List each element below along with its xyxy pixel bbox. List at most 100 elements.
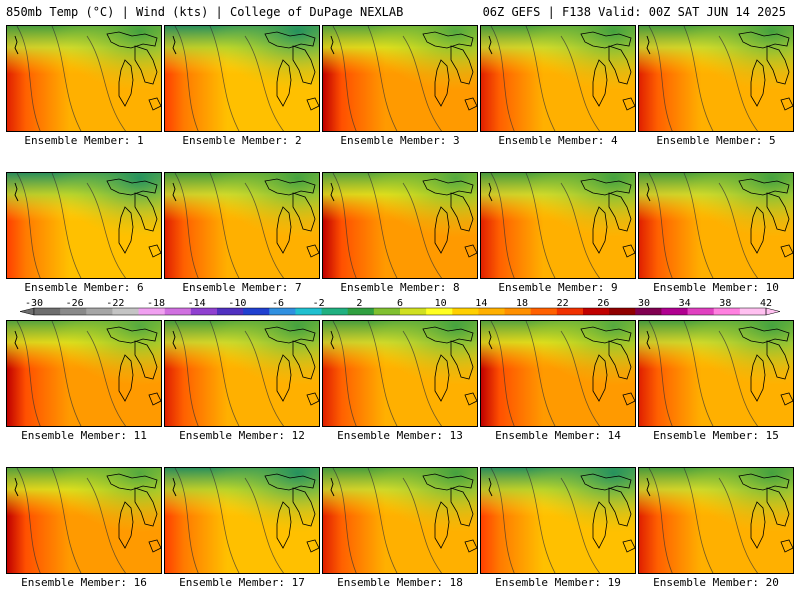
colorbar-swatch: [478, 308, 506, 315]
colorbar-swatch: [687, 308, 715, 315]
great-lakes-outline: [464, 392, 477, 406]
colorbar-swatch: [243, 308, 270, 315]
great-lakes-outline: [450, 192, 474, 232]
colorbar-tick-label: 34: [679, 298, 691, 309]
great-lakes-outline: [292, 487, 316, 527]
great-lakes-outline: [422, 31, 474, 49]
great-lakes-outline: [134, 487, 158, 527]
colorbar-swatch: [269, 308, 296, 315]
colorbar-swatch: [661, 308, 689, 315]
colorbar-swatch: [217, 308, 244, 315]
colorbar-swatch: [452, 308, 479, 315]
ensemble-member-label: Ensemble Member: 4: [498, 134, 618, 147]
ensemble-member-label: Ensemble Member: 3: [340, 134, 460, 147]
colorbar-tick-label: 26: [597, 298, 609, 309]
colorbar-swatch: [86, 308, 113, 315]
ensemble-member-map: [638, 467, 794, 574]
temperature-colorbar: -30 -26 -22 -18 -14 -10 -6 -2 2 6 10 14 18 22 26 30 34 38…: [19, 298, 781, 316]
ensemble-member-map: [164, 25, 320, 132]
colorbar-tick-label: -22: [106, 298, 124, 309]
great-lakes-outline: [434, 501, 450, 549]
ensemble-member-label: Ensemble Member: 5: [656, 134, 776, 147]
great-lakes-outline: [592, 59, 608, 107]
run-valid-time: 06Z GEFS | F138 Valid: 00Z SAT JUN 14 20…: [482, 5, 786, 19]
great-lakes-outline: [264, 178, 316, 196]
great-lakes-outline: [780, 539, 793, 553]
great-lakes-outline: [306, 539, 319, 553]
great-lakes-outline: [434, 206, 450, 254]
great-lakes-outline: [580, 473, 632, 491]
colorbar-swatch: [112, 308, 140, 315]
colorbar-swatch: [60, 308, 87, 315]
ensemble-member-map: [164, 320, 320, 427]
great-lakes-outline: [738, 178, 790, 196]
ensemble-member-map: [322, 25, 478, 132]
great-lakes-outline: [738, 31, 790, 49]
ensemble-member-map: [638, 320, 794, 427]
ensemble-member-map: [322, 467, 478, 574]
great-lakes-outline: [148, 244, 161, 258]
ensemble-member-label: Ensemble Member: 1: [24, 134, 144, 147]
great-lakes-outline: [106, 473, 158, 491]
great-lakes-outline: [118, 206, 134, 254]
great-lakes-outline: [780, 392, 793, 406]
great-lakes-outline: [608, 487, 632, 527]
great-lakes-outline: [106, 31, 158, 49]
great-lakes-outline: [264, 31, 316, 49]
great-lakes-outline: [750, 354, 766, 402]
colorbar-tick-label: -30: [25, 298, 43, 309]
great-lakes-outline: [766, 487, 790, 527]
great-lakes-outline: [422, 473, 474, 491]
colorbar-swatch: [583, 308, 610, 315]
colorbar-swatch: [609, 308, 636, 315]
great-lakes-outline: [592, 501, 608, 549]
colorbar-swatch: [34, 308, 61, 315]
great-lakes-outline: [292, 192, 316, 232]
ensemble-member-label: Ensemble Member: 15: [653, 429, 779, 442]
ensemble-member-label: Ensemble Member: 14: [495, 429, 621, 442]
great-lakes-outline: [750, 501, 766, 549]
great-lakes-outline: [118, 59, 134, 107]
ensemble-member-label: Ensemble Member: 17: [179, 576, 305, 589]
ensemble-member-label: Ensemble Member: 12: [179, 429, 305, 442]
great-lakes-outline: [464, 539, 477, 553]
ensemble-member-map: [480, 467, 636, 574]
colorbar-tick-label: 38: [719, 298, 731, 309]
ensemble-member-map: [322, 320, 478, 427]
great-lakes-outline: [292, 340, 316, 380]
ensemble-member-map: [480, 172, 636, 279]
great-lakes-outline: [580, 31, 632, 49]
great-lakes-outline: [276, 354, 292, 402]
ensemble-member-map: [480, 320, 636, 427]
colorbar-tick-label: -2: [313, 298, 325, 309]
ensemble-member-map: [164, 467, 320, 574]
map-title: 850mb Temp (°C) | Wind (kts) | College o…: [6, 5, 404, 19]
ensemble-member-label: Ensemble Member: 20: [653, 576, 779, 589]
great-lakes-outline: [148, 539, 161, 553]
great-lakes-outline: [766, 45, 790, 85]
colorbar-tick-label: 10: [435, 298, 447, 309]
great-lakes-outline: [592, 354, 608, 402]
great-lakes-outline: [148, 97, 161, 111]
colorbar-right-arrow: [765, 307, 781, 316]
ensemble-member-label: Ensemble Member: 16: [21, 576, 147, 589]
great-lakes-outline: [622, 97, 635, 111]
great-lakes-outline: [134, 340, 158, 380]
great-lakes-outline: [118, 501, 134, 549]
colorbar-swatch: [556, 308, 584, 315]
great-lakes-outline: [450, 487, 474, 527]
colorbar-tick-label: -6: [272, 298, 284, 309]
great-lakes-outline: [622, 244, 635, 258]
ensemble-member-map: [638, 172, 794, 279]
ensemble-member-map: [6, 320, 162, 427]
colorbar-swatch: [530, 308, 558, 315]
great-lakes-outline: [608, 45, 632, 85]
colorbar-tick-label: 22: [557, 298, 569, 309]
great-lakes-outline: [622, 539, 635, 553]
colorbar-tick-label: 42: [760, 298, 772, 309]
colorbar-swatch: [400, 308, 427, 315]
colorbar-swatch: [739, 308, 767, 315]
colorbar-swatch: [138, 308, 166, 315]
ensemble-member-map: [480, 25, 636, 132]
colorbar-swatch: [373, 308, 401, 315]
